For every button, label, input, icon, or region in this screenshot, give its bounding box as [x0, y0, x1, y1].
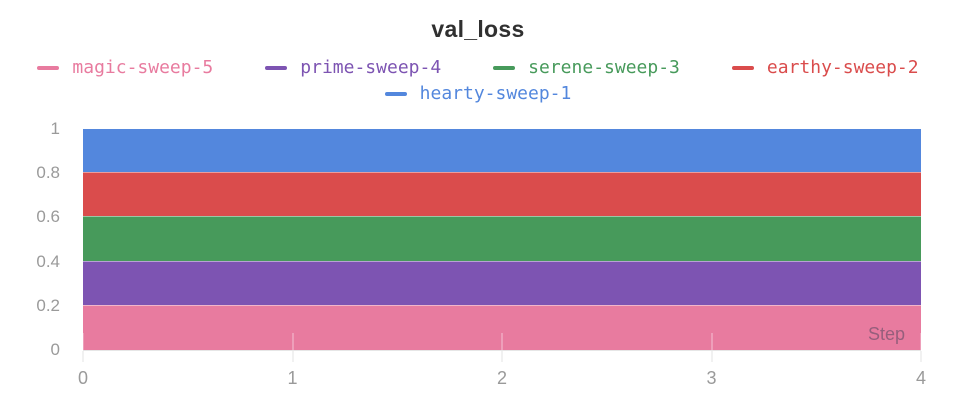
- legend-label: magic-sweep-5: [72, 57, 214, 78]
- plot-tick-mark: [501, 333, 503, 350]
- legend-row-2: hearty-sweep-1: [0, 81, 956, 107]
- legend: magic-sweep-5 prime-sweep-4 serene-sweep-3…: [0, 55, 956, 107]
- legend-label: hearty-sweep-1: [419, 83, 572, 104]
- plot-tick-mark: [920, 333, 922, 350]
- plot-tick-mark: [82, 333, 84, 350]
- x-axis-label: Step: [867, 324, 905, 344]
- legend-line-icon: [37, 66, 60, 70]
- x-tick-label: 0: [77, 368, 89, 388]
- plot-tick-mark: [292, 333, 293, 350]
- legend-label: serene-sweep-3: [528, 57, 680, 78]
- y-tick-label: 0: [50, 340, 60, 359]
- legend-item-serene-sweep-3[interactable]: serene-sweep-3: [493, 55, 680, 81]
- legend-row-1: magic-sweep-5 prime-sweep-4 serene-sweep-3…: [0, 55, 956, 81]
- x-axis-line: [83, 350, 921, 351]
- plot-tick-mark: [711, 333, 712, 350]
- y-tick-label: 0.2: [36, 295, 60, 315]
- axis-tick-mark: [920, 351, 922, 362]
- legend-line-icon: [493, 66, 516, 70]
- legend-label: earthy-sweep-2: [766, 57, 919, 78]
- legend-line-icon: [731, 66, 754, 70]
- axis-tick-mark: [711, 351, 712, 362]
- axis-tick-mark: [82, 351, 84, 362]
- x-tick-label: 4: [915, 368, 927, 388]
- legend-item-earthy-sweep-2[interactable]: earthy-sweep-2: [731, 55, 919, 81]
- axis-tick-mark: [501, 351, 503, 362]
- axis-tick-mark: [292, 351, 293, 362]
- x-axis-tick-labels: 0 1 2 3 4: [78, 368, 926, 392]
- y-tick-label: 0.6: [36, 207, 60, 227]
- y-tick-label: 1: [50, 119, 60, 138]
- legend-item-hearty-sweep-1[interactable]: hearty-sweep-1: [384, 81, 572, 107]
- legend-line-icon: [384, 92, 407, 96]
- plot-area[interactable]: Step: [82, 129, 922, 350]
- x-tick-label: 3: [706, 368, 717, 388]
- y-axis-tick-labels: 0 0.2 0.4 0.6 0.8 1: [0, 119, 60, 359]
- x-axis-tick-marks: [82, 351, 922, 362]
- x-tick-label: 2: [496, 368, 508, 388]
- legend-line-icon: [265, 66, 288, 70]
- y-tick-label: 0.8: [36, 163, 60, 183]
- y-tick-label: 0.4: [36, 251, 60, 271]
- chart-title: val_loss: [431, 16, 525, 42]
- legend-item-magic-sweep-5[interactable]: magic-sweep-5: [37, 55, 213, 81]
- x-tick-label: 1: [287, 368, 298, 388]
- legend-label: prime-sweep-4: [300, 57, 442, 78]
- legend-item-prime-sweep-4[interactable]: prime-sweep-4: [265, 55, 441, 81]
